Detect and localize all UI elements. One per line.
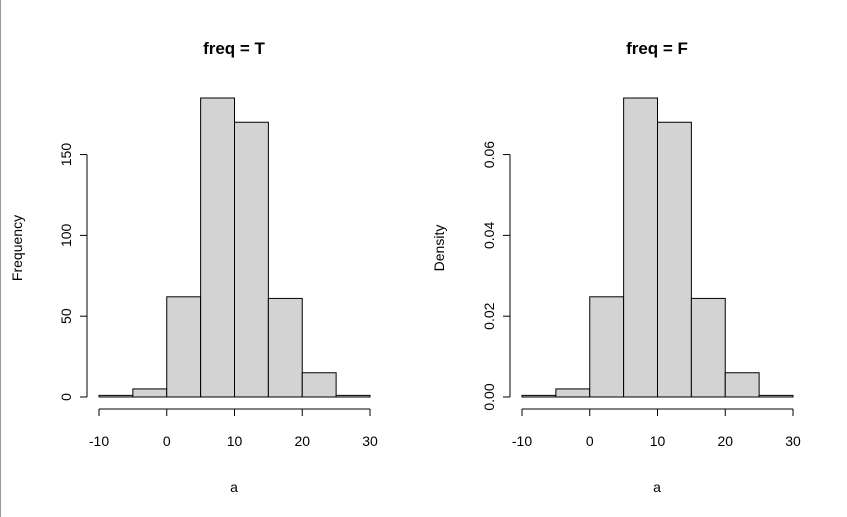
x-axis: -10 0 10 20 30 xyxy=(89,408,378,449)
histogram-bar xyxy=(690,297,726,398)
histogram-panel-density: freq = F Density a -10 0 10 20 300.000.020.0… xyxy=(431,39,801,495)
histogram-bar xyxy=(758,394,794,398)
y-tick-label: 0.02 xyxy=(481,302,497,329)
x-tick-label: 0 xyxy=(163,433,171,449)
histogram-bar xyxy=(166,296,202,398)
y-tick-label: 100 xyxy=(58,223,74,247)
chart-title: freq = T xyxy=(203,39,265,58)
x-tick-label: -10 xyxy=(89,433,109,449)
y-axis: 0.00 0.02 0.04 0.06 xyxy=(481,141,511,411)
histogram-bar xyxy=(724,372,760,398)
x-tick-label: 20 xyxy=(717,433,733,449)
histogram-bar xyxy=(521,394,557,398)
histogram-bar xyxy=(623,97,658,398)
histogram-bar xyxy=(301,372,337,398)
histogram-bar xyxy=(589,296,625,398)
y-axis-label: Density xyxy=(431,225,447,272)
chart-title: freq = F xyxy=(626,39,688,58)
y-axis: 0 50 100 150 xyxy=(58,143,88,401)
histogram-bar xyxy=(555,388,591,398)
x-axis-label: a xyxy=(653,479,661,495)
y-tick-label: 0.04 xyxy=(481,222,497,249)
x-tick-label: 30 xyxy=(785,433,801,449)
y-tick-label: 0.06 xyxy=(481,141,497,168)
y-tick-label: 150 xyxy=(58,143,74,167)
x-axis-label: a xyxy=(230,479,238,495)
histogram-bar xyxy=(335,394,371,398)
x-tick-label: -10 xyxy=(512,433,532,449)
x-tick-label: 30 xyxy=(362,433,378,449)
histogram-bar xyxy=(200,97,235,398)
histogram-bar xyxy=(657,121,692,398)
x-tick-label: 10 xyxy=(650,433,666,449)
y-tick-label: 0.00 xyxy=(481,383,497,410)
x-tick-label: 0 xyxy=(586,433,594,449)
x-tick-label: 10 xyxy=(227,433,243,449)
x-axis: -10 0 10 20 30 xyxy=(512,408,801,449)
histogram-bar xyxy=(267,297,303,398)
histogram-bar xyxy=(98,394,134,398)
y-axis-label: Frequency xyxy=(9,215,25,281)
x-tick-label: 20 xyxy=(294,433,310,449)
histogram-bar xyxy=(234,121,269,398)
histogram-panel-frequency: freq = T Frequency a -10 0 10 20 30 0 50 100 150 xyxy=(9,39,378,495)
histogram-bar xyxy=(132,388,168,398)
y-tick-label: 0 xyxy=(58,393,74,401)
y-tick-label: 50 xyxy=(58,308,74,324)
